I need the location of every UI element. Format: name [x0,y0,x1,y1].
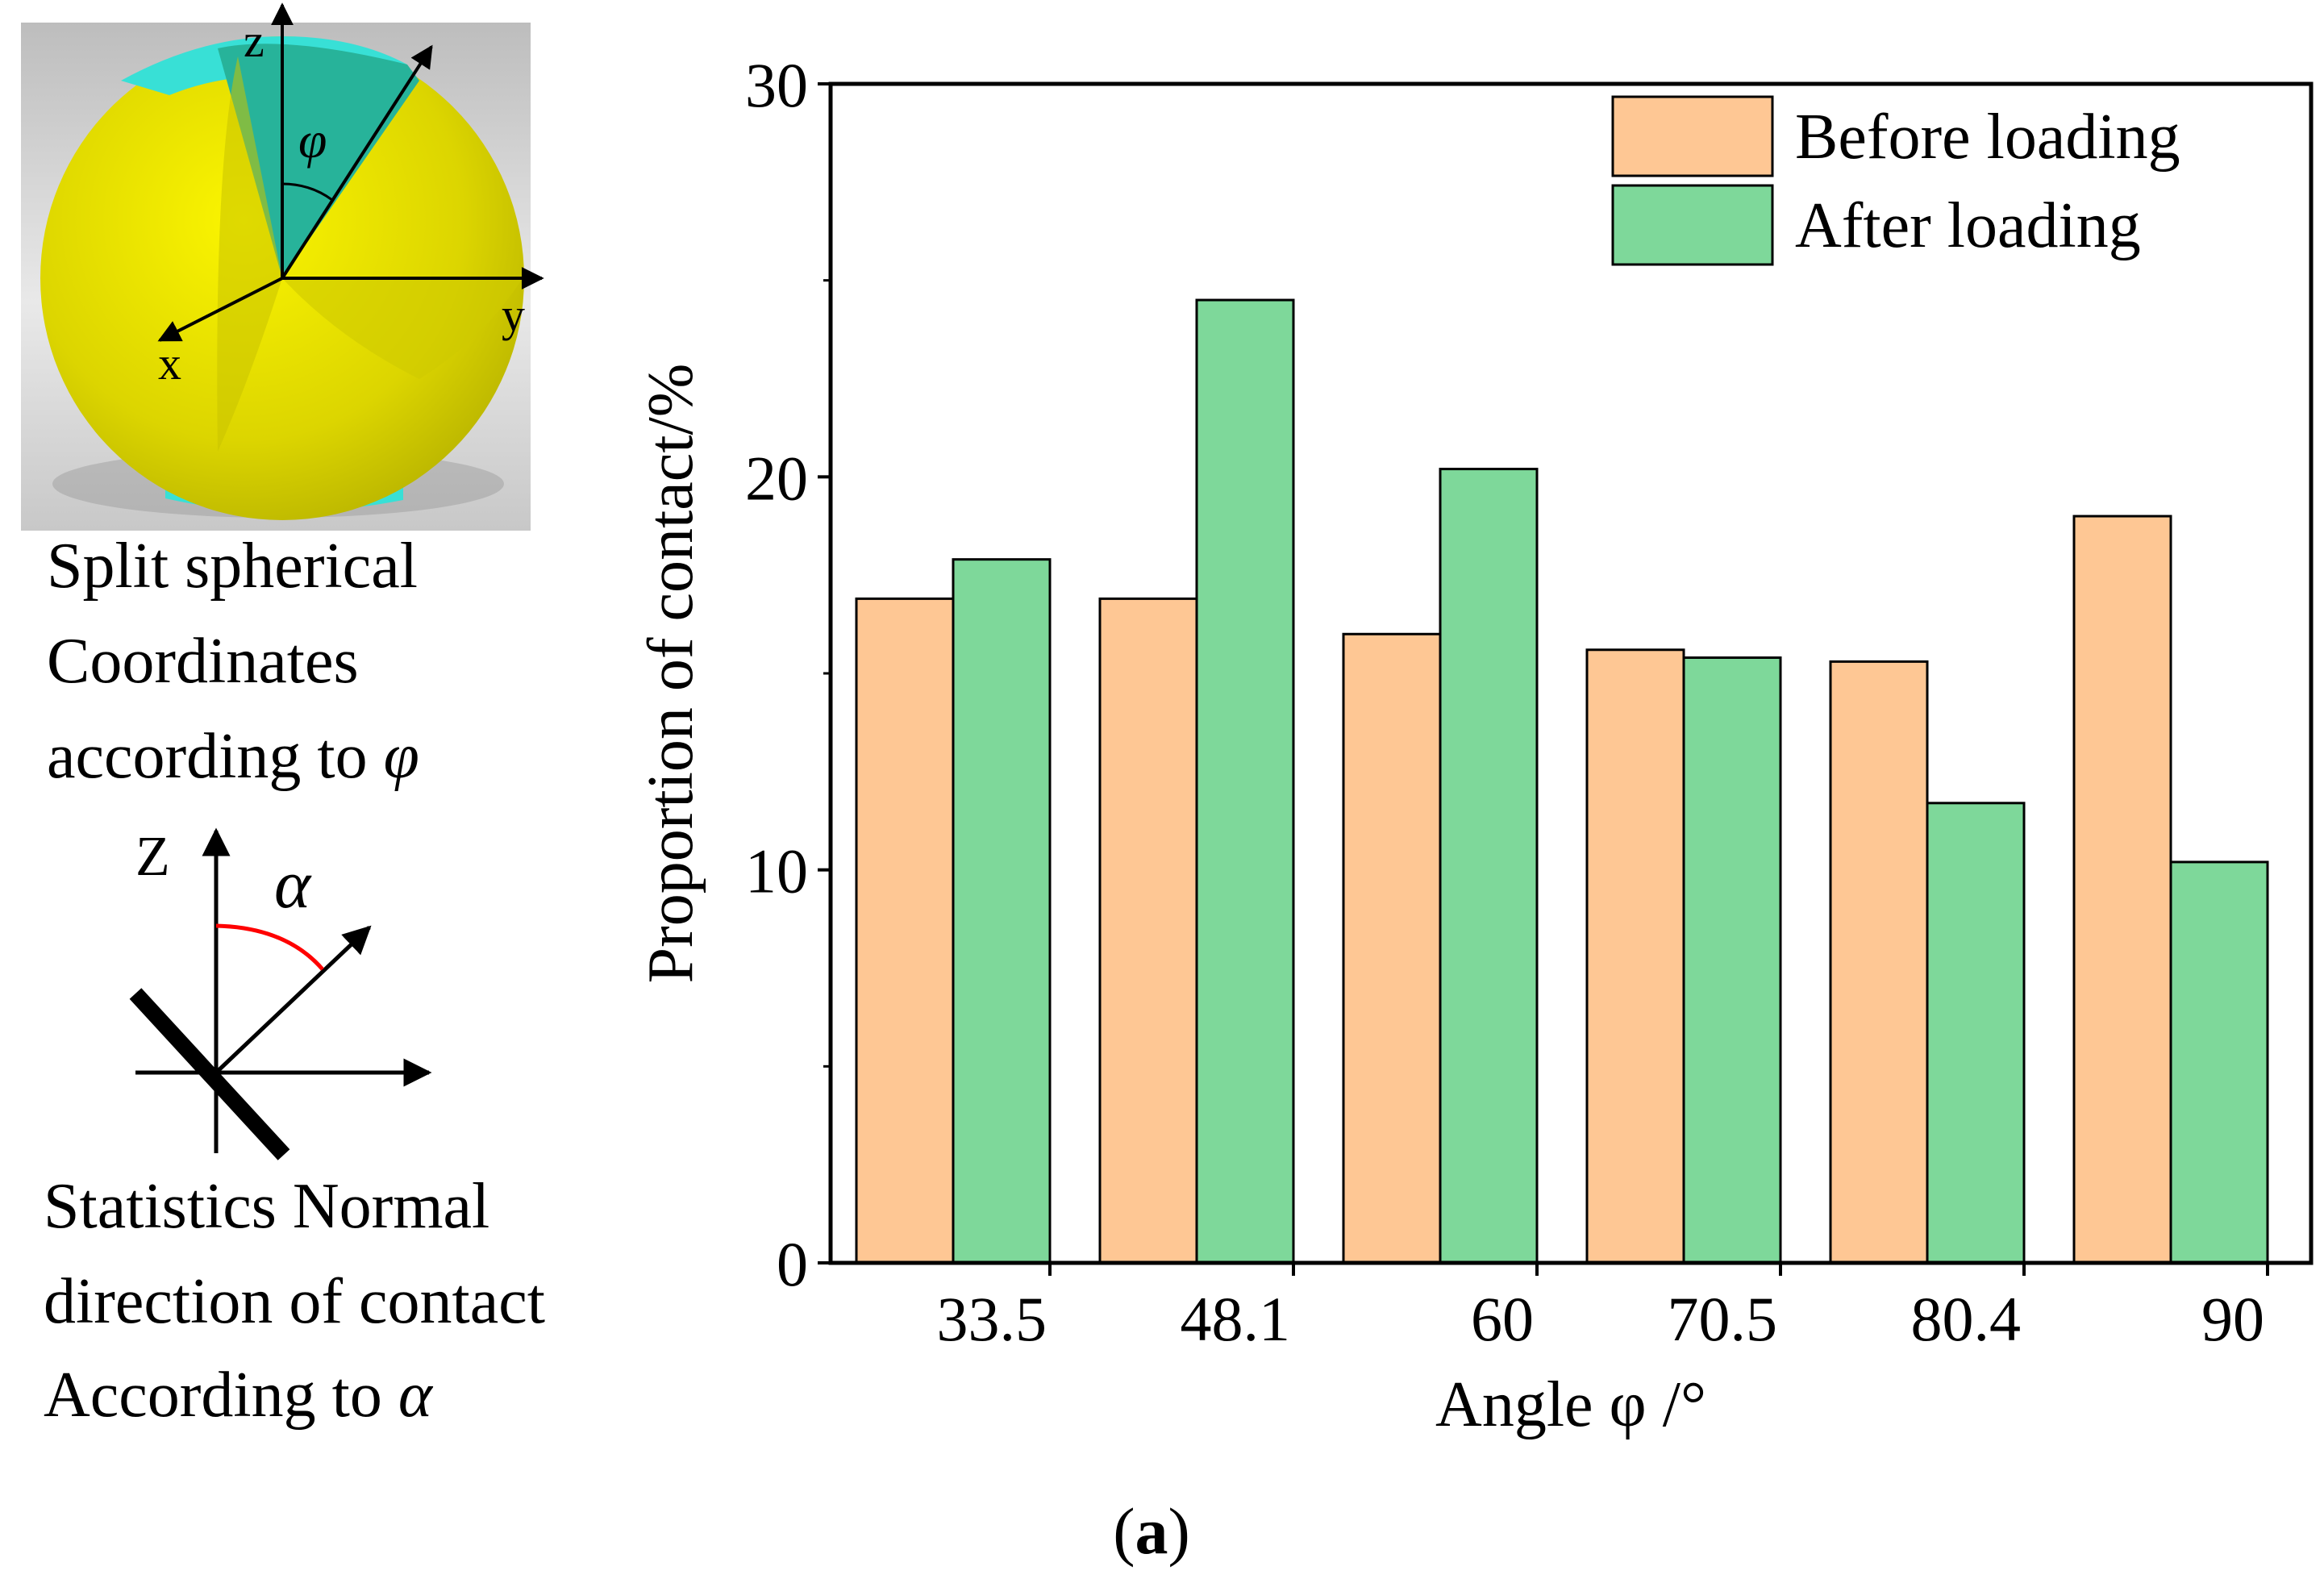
y-tick-label-20: 20 [745,443,808,513]
x-tick-label-70.5: 70.5 [1668,1284,1778,1354]
sphere-caption-line-2: Coordinates [47,626,359,697]
normal-contact-plane [129,988,290,1160]
sphere-caption-line-1: Split spherical [47,531,418,602]
normal-caption-symbol: α [398,1360,434,1431]
normal-caption-line-3: According to α [44,1360,434,1431]
bars-group [855,298,2269,1264]
y-tick-label-0: 0 [777,1229,808,1299]
x-tick-label-33.5: 33.5 [937,1284,1047,1354]
normal-caption-line-1: Statistics Normal [44,1171,489,1242]
normal-z-label: Z [135,826,170,888]
legend-swatch-after-loading [1611,184,1774,266]
legend-swatch-before-loading [1611,95,1774,177]
sphere-equator-cut [282,278,523,379]
bar-after-48.1 [1195,298,1295,1264]
legend-label-before-loading: Before loading [1795,102,2180,173]
normal-direction-vector [214,925,372,1074]
sphere-caption: Split spherical Coordinates according to… [47,531,419,792]
bar-before-70.5 [1585,648,1685,1264]
sphere-caption-line-3: according to φ [47,721,419,792]
x-axis-title: Angle φ /° [1435,1369,1706,1440]
normal-caption-line-2: direction of contact [44,1266,545,1337]
normal-angle-arc [215,923,324,971]
bar-before-33.5 [855,597,955,1264]
bar-after-70.5 [1682,656,1782,1264]
sphere-panel: z y x φ [21,2,544,531]
normal-alpha-symbol: α [274,845,312,923]
x-tick-label-80.4: 80.4 [1911,1284,2022,1354]
x-tick-label-48.1: 48.1 [1181,1284,1291,1354]
normal-panel: Z α [129,826,432,1160]
y-ticks-group: 0 10 20 30 [745,50,831,1299]
sphere-caption-symbol: φ [384,721,419,792]
bar-before-60 [1342,632,1442,1264]
bar-after-90 [2169,860,2269,1264]
x-tick-label-90: 90 [2201,1284,2264,1354]
sphere-x-axis [157,277,283,342]
legend: Before loading After loading [1611,95,2180,266]
sphere-x-label: x [158,337,181,390]
legend-label-after-loading: After loading [1795,190,2141,261]
y-tick-label-30: 30 [745,50,808,120]
normal-caption: Statistics Normal direction of contact A… [44,1171,545,1431]
y-axis-title: Proportion of contact/% [635,364,706,984]
sphere-angle-arc [281,182,333,202]
x-ticks-group: 33.5 48.1 60 70.5 80.4 90 [937,1263,2269,1354]
sphere-direction-vector [281,44,433,280]
bar-before-80.4 [1829,660,1929,1264]
bar-after-80.4 [1926,802,2026,1264]
x-tick-label-60: 60 [1471,1284,1534,1354]
bar-after-60 [1439,468,1539,1264]
y-tick-label-10: 10 [745,836,808,906]
bar-chart: 0 10 20 30 33.5 48.1 60 70.5 80.4 90 Proportion … [635,50,2314,1440]
bar-after-33.5 [952,558,1052,1264]
bar-before-90 [2072,515,2172,1264]
sphere-y-label: y [502,289,525,341]
sphere-phi-symbol: φ [298,111,327,169]
figure-label: (a) [1113,1494,1190,1568]
sphere-cut-face [217,56,282,452]
sphere-z-label: z [244,15,264,67]
bar-before-48.1 [1098,597,1198,1264]
